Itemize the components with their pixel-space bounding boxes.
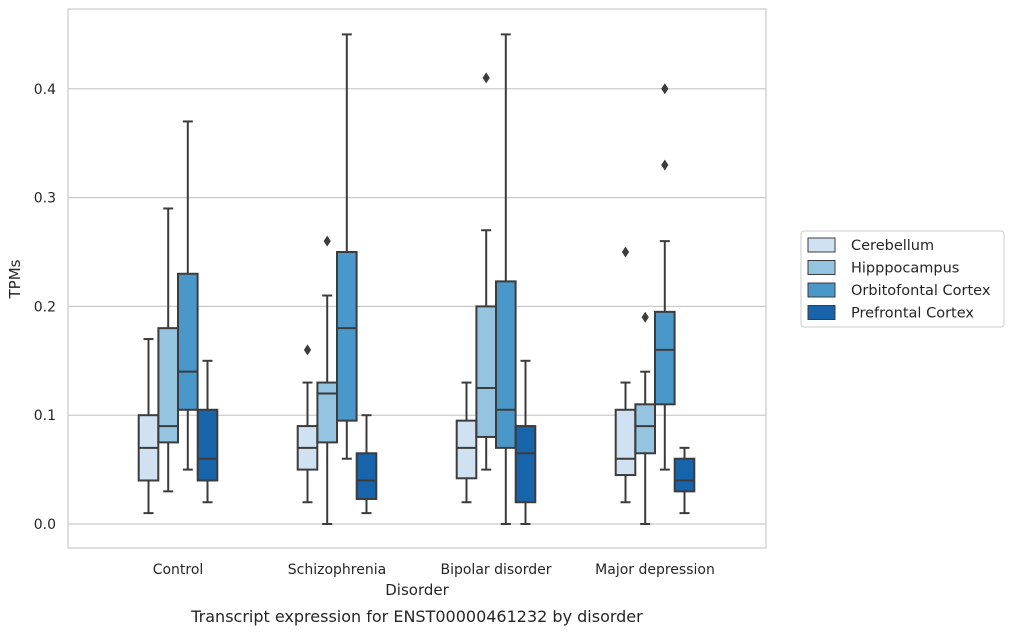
gridlines (68, 88, 766, 525)
box-iqr (614, 408, 637, 477)
outlier-point (482, 72, 490, 84)
y-tick-label: 0.0 (34, 517, 56, 533)
outlier-point (303, 344, 312, 356)
box-iqr (455, 419, 478, 480)
box-plot (514, 359, 537, 525)
legend: Cerebellum Hipppocampus Orbitofontal Corte… (800, 230, 1005, 328)
box-plot (157, 207, 179, 493)
y-tick-label: 0.1 (34, 408, 56, 424)
box-plot (654, 83, 676, 471)
legend-label: Hipppocampus (851, 261, 959, 277)
box-plot (455, 381, 478, 504)
box-iqr (654, 310, 676, 406)
box-plot (355, 414, 378, 515)
y-tick-label: 0.3 (34, 191, 56, 207)
figure-caption: Transcript expression for ENST0000046123… (190, 607, 643, 626)
box-plot (316, 235, 338, 525)
y-tick-label: 0.4 (34, 82, 56, 98)
y-axis-label: TPMs (6, 259, 24, 299)
box-plot (495, 33, 517, 525)
box-plot (196, 359, 219, 504)
box-iqr (196, 408, 219, 482)
box-iqr (475, 305, 497, 438)
box-iqr (177, 272, 199, 411)
box-iqr (495, 280, 517, 449)
box-plot (137, 338, 160, 515)
box-plot (614, 246, 637, 504)
y-tick-label: 0.2 (34, 299, 56, 315)
box-iqr (514, 425, 537, 504)
box-plot (336, 33, 358, 460)
y-tick-labels: 0.0 0.1 0.2 0.3 0.4 (34, 82, 56, 533)
outlier-point (641, 311, 649, 323)
box-plot (475, 72, 497, 471)
x-tick-label: Bipolar disorder (440, 562, 551, 578)
legend-label: Cerebellum (851, 238, 934, 254)
boxes (137, 33, 696, 525)
x-tick-label: Major depression (595, 562, 715, 578)
box-iqr (634, 403, 657, 455)
outlier-point (661, 83, 669, 95)
legend-swatch (807, 260, 836, 275)
box-iqr (355, 452, 378, 500)
x-axis-label: Disorder (385, 581, 449, 599)
legend-frame (800, 230, 1005, 328)
legend-label: Orbitofontal Cortex (851, 283, 991, 299)
x-tick-label: Schizophrenia (288, 562, 386, 578)
plot-frame (67, 8, 767, 549)
x-tick-label: Control (153, 562, 204, 578)
legend-swatch (807, 237, 836, 253)
box-iqr (336, 251, 358, 422)
outlier-point (661, 159, 669, 171)
box-iqr (316, 381, 338, 444)
box-plot (296, 344, 319, 504)
box-plot (634, 311, 657, 525)
box-iqr (673, 457, 696, 493)
x-tick-labels: Control Schizophrenia Bipolar disorder Majo… (153, 562, 715, 578)
legend-swatch (807, 282, 836, 298)
box-plot (673, 446, 696, 515)
legend-label: Prefrontal Cortex (851, 306, 974, 322)
outlier-point (621, 246, 630, 258)
legend-swatch (807, 305, 836, 320)
outlier-point (323, 235, 331, 247)
box-plot (177, 120, 199, 471)
